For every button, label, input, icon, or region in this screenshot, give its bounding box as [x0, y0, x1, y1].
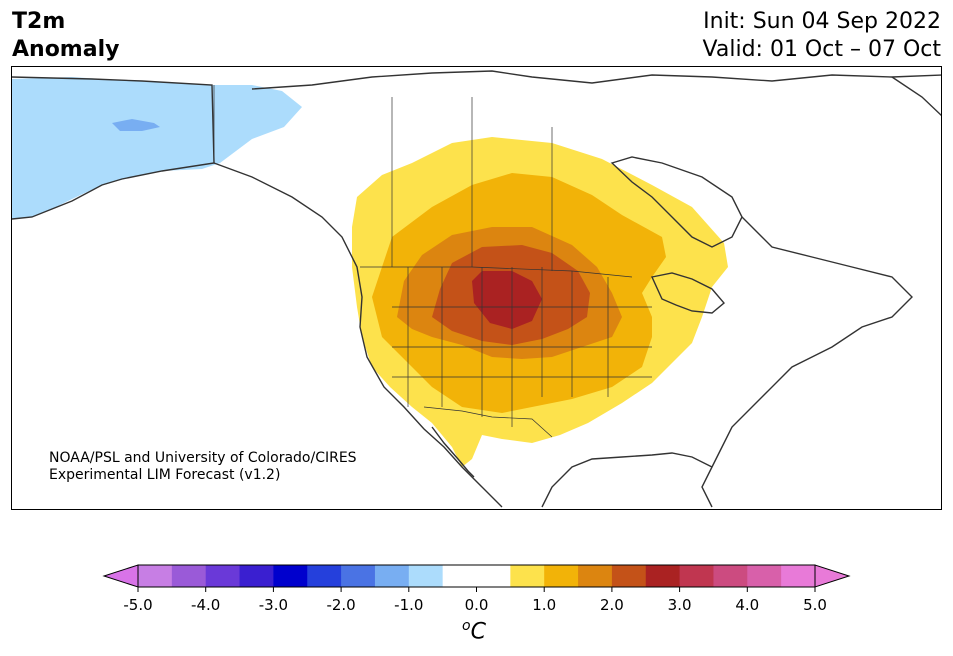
- colorbar-tick-label: -2.0: [326, 596, 355, 614]
- colorbar-tick-label: -5.0: [123, 596, 152, 614]
- political-boundaries: [213, 85, 652, 438]
- us-state-lines: [392, 267, 652, 427]
- forecast-dates: Init: Sun 04 Sep 2022 Valid: 01 Oct – 07…: [703, 8, 941, 64]
- colorbar-tick-label: 2.0: [600, 596, 624, 614]
- alaska-coast: [12, 76, 215, 220]
- hudson-bay: [610, 156, 743, 248]
- colorbar-under-arrow: [102, 564, 139, 588]
- atlantic-coast: [701, 216, 913, 508]
- colorbar-segment: [544, 565, 579, 587]
- canada-province-lines: [391, 97, 553, 271]
- colorbar-segment: [510, 565, 545, 587]
- arctic-coast: [251, 70, 941, 90]
- colorbar-ticks: -5.0 -4.0 -3.0 -2.0 -1.0 0.0 1.0 2.0 3.0 4.0 5.0: [123, 587, 827, 614]
- colorbar-segment: [273, 565, 308, 587]
- colorbar-segment: [239, 565, 274, 587]
- colorbar-segment: [645, 565, 681, 587]
- colorbar-tick-label: 4.0: [735, 596, 759, 614]
- colorbar-segment: [679, 565, 714, 587]
- cold-anomaly-alaska: [12, 77, 302, 219]
- colorbar-tick-label: 1.0: [532, 596, 556, 614]
- colorbar-segment: [205, 565, 241, 587]
- colorbar-segment: [713, 565, 748, 587]
- colorbar-tick-label: -1.0: [394, 596, 423, 614]
- colorbar: -5.0 -4.0 -3.0 -2.0 -1.0 0.0 1.0 2.0 3.0 4.0 5.0: [102, 564, 851, 614]
- colorbar-segment: [307, 565, 342, 587]
- colorbar-segment: [747, 565, 782, 587]
- unit-letter: C: [470, 619, 486, 645]
- land-outlines: [12, 70, 941, 508]
- pacific-coast: [213, 162, 503, 508]
- colorbar-segment: [578, 565, 613, 587]
- credit-line-2: Experimental LIM Forecast (v1.2): [49, 467, 281, 483]
- credit-text: NOAA/PSL and University of Colorado/CIRE…: [49, 450, 357, 484]
- colorbar-segment: [341, 565, 376, 587]
- map-panel: [11, 66, 942, 510]
- colorbar-segment: [476, 565, 511, 587]
- credit-line-1: NOAA/PSL and University of Colorado/CIRE…: [49, 450, 357, 466]
- colorbar-tick-label: -3.0: [259, 596, 288, 614]
- greenland-coast: [891, 76, 941, 117]
- colorbar-segments: [102, 564, 851, 588]
- colorbar-tick-label: 0.0: [465, 596, 489, 614]
- colorbar-segment: [374, 565, 410, 587]
- anomaly-map: [12, 70, 941, 508]
- cold-core-alaska: [112, 119, 160, 131]
- title-line-2: Anomaly: [12, 37, 120, 62]
- colorbar-segment: [611, 565, 647, 587]
- colorbar-segment: [171, 565, 207, 587]
- colorbar-tick-label: -4.0: [191, 596, 220, 614]
- canada-us-border: [360, 266, 633, 278]
- valid-range: Valid: 01 Oct – 07 Oct: [702, 37, 941, 62]
- colorbar-segment: [408, 565, 444, 587]
- title-line-1: T2m: [12, 9, 66, 34]
- colorbar-tick-label: 5.0: [803, 596, 827, 614]
- unit-degree: o: [462, 618, 471, 634]
- great-lakes: [650, 272, 725, 314]
- colorbar-over-arrow: [814, 564, 851, 588]
- init-date: Init: Sun 04 Sep 2022: [703, 9, 941, 34]
- gulf-coast: [541, 452, 713, 508]
- colorbar-tick-label: 3.0: [668, 596, 692, 614]
- warm-anomaly-level-5: [472, 271, 542, 329]
- colorbar-segment: [781, 565, 816, 587]
- baja-california: [431, 426, 475, 478]
- colorbar-segment: [442, 565, 477, 587]
- us-mexico-border: [423, 406, 553, 438]
- colorbar-segment: [138, 565, 173, 587]
- map-title: T2m Anomaly: [12, 8, 119, 64]
- colorbar-unit: oC: [462, 618, 486, 644]
